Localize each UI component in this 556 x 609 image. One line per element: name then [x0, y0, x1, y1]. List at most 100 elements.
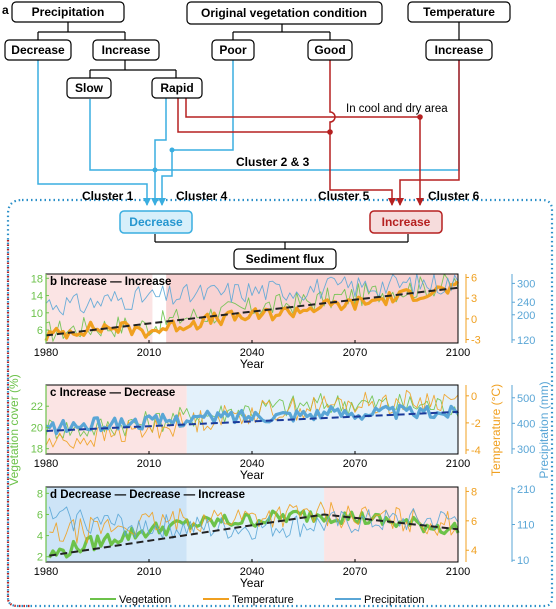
- cool-dry-label: In cool and dry area: [346, 103, 448, 115]
- x-tick-label: 2010: [137, 458, 161, 470]
- cluster-4-label: Cluster 4: [176, 189, 228, 203]
- y-tick-label: 6: [37, 509, 43, 521]
- y-tick-label: 0: [471, 391, 477, 403]
- y-tick-label: 4: [37, 531, 43, 543]
- cluster-23-label: Cluster 2 & 3: [236, 155, 310, 169]
- x-tick-label: 2100: [446, 347, 470, 359]
- right-axis-title: Precipitation (mm): [537, 381, 551, 478]
- result-increase-label: Increase: [382, 215, 431, 229]
- arrow-head: [158, 198, 166, 206]
- y-tick-label: 2: [37, 552, 43, 564]
- y-tick-label: 20: [31, 422, 43, 434]
- x-tick-label: 2100: [446, 458, 470, 470]
- arrow-head: [151, 198, 159, 206]
- poor-box: [211, 39, 255, 61]
- y-tick-label: 6: [471, 272, 477, 284]
- period-shading: [324, 487, 458, 562]
- red-connectors: [177, 60, 460, 205]
- x-tick-label: 2010: [137, 347, 161, 359]
- series-line-precipitation: [48, 506, 459, 540]
- y-tick-label: 300: [517, 444, 535, 456]
- x-axis-title: Year: [240, 576, 264, 590]
- slow-box: [66, 77, 112, 99]
- black-connectors: [37, 22, 460, 249]
- series-line-precipitation: [45, 273, 459, 316]
- x-axis-title: Year: [240, 357, 264, 371]
- trend-line: [45, 410, 459, 432]
- y-tick-label: 200: [517, 310, 535, 322]
- x-tick-label: 2040: [240, 347, 264, 359]
- rapid-label: Rapid: [160, 81, 193, 95]
- x-tick-label: 2100: [446, 566, 470, 578]
- panel-title: b Increase — Increase: [50, 276, 171, 288]
- red-junction-dot-2: [417, 114, 423, 120]
- y-tick-label: 10: [517, 555, 529, 567]
- y-tick-label: 300: [517, 278, 535, 290]
- left-axis-title: Vegetation cover (%): [7, 374, 21, 485]
- panel-title: d Decrease — Decrease — Increase: [50, 489, 245, 501]
- result-increase-box: [369, 210, 443, 234]
- panel-a-label: a: [2, 3, 9, 17]
- y-tick-label: 6: [37, 325, 43, 337]
- temperature-box: [407, 1, 511, 23]
- flow-diagram: a: [2, 1, 511, 270]
- legend-vegetation-label: Vegetation: [119, 594, 171, 606]
- chart-panel-c: c Increase — Decrease 1980 2010 2040 2070 210…: [31, 384, 535, 482]
- y-tick-label: 500: [517, 393, 535, 405]
- x-tick-label: 1980: [34, 566, 58, 578]
- blue-junction-dot: [169, 147, 175, 153]
- y-tick-label: 120: [517, 335, 535, 347]
- chart-panel-d: d Decrease — Decrease — Increase 1980 2010…: [34, 484, 536, 590]
- increase-box: [92, 39, 160, 61]
- cluster-5-label: Cluster 5: [318, 189, 370, 203]
- y-tick-label: 210: [517, 484, 535, 496]
- series-line-temperature: [45, 389, 459, 449]
- x-tick-label: 1980: [34, 347, 58, 359]
- rapid-box: [151, 77, 203, 99]
- good-box: [307, 39, 353, 61]
- decrease-box: [4, 39, 72, 61]
- x-tick-label: 2070: [343, 347, 367, 359]
- legend-precipitation-label: Precipitation: [364, 594, 425, 606]
- y-tick-label: 18: [31, 444, 43, 456]
- legend-temperature-label: Temperature: [232, 594, 294, 606]
- series-line-temperature: [49, 501, 459, 544]
- y-tick-label: 10: [31, 308, 43, 320]
- precipitation-label: Precipitation: [32, 5, 105, 19]
- cluster-6-label: Cluster 6: [428, 189, 480, 203]
- x-tick-label: 2040: [240, 458, 264, 470]
- vegetation-condition-box: [186, 1, 383, 25]
- temp-increase-label: Increase: [435, 43, 484, 57]
- sediment-flux-label: Sediment flux: [246, 252, 325, 266]
- vegetation-condition-label: Original vegetation condition: [201, 6, 367, 20]
- y-tick-label: 4: [471, 545, 477, 557]
- y-tick-label: -3: [471, 335, 481, 347]
- x-tick-label: 2010: [137, 566, 161, 578]
- trend-line: [45, 286, 459, 337]
- y-tick-label: -4: [471, 445, 481, 457]
- y-tick-label: 14: [31, 291, 43, 303]
- y-tick-label: 3: [471, 293, 477, 305]
- arrow-head: [143, 198, 151, 206]
- x-tick-label: 2070: [343, 458, 367, 470]
- y-tick-label: 8: [37, 488, 43, 500]
- blue-junction-dot-2: [152, 167, 158, 173]
- mid-axis-title: Temperature (°C): [489, 384, 503, 476]
- x-tick-label: 1980: [34, 458, 58, 470]
- arrow-head: [396, 198, 404, 206]
- red-junction-dot: [327, 129, 333, 135]
- legend: Vegetation Temperature Precipitation: [90, 594, 425, 606]
- series-line-precipitation: [45, 403, 460, 436]
- temp-increase-box: [425, 39, 493, 61]
- y-tick-label: 110: [517, 520, 535, 532]
- arrow-head: [388, 198, 396, 206]
- y-tick-label: 8: [471, 486, 477, 498]
- good-label: Good: [314, 43, 345, 57]
- x-tick-label: 2040: [240, 566, 264, 578]
- trend-line: [49, 513, 459, 557]
- period-shading: [186, 385, 458, 454]
- result-decrease-label: Decrease: [129, 215, 183, 229]
- y-tick-label: -2: [471, 418, 481, 430]
